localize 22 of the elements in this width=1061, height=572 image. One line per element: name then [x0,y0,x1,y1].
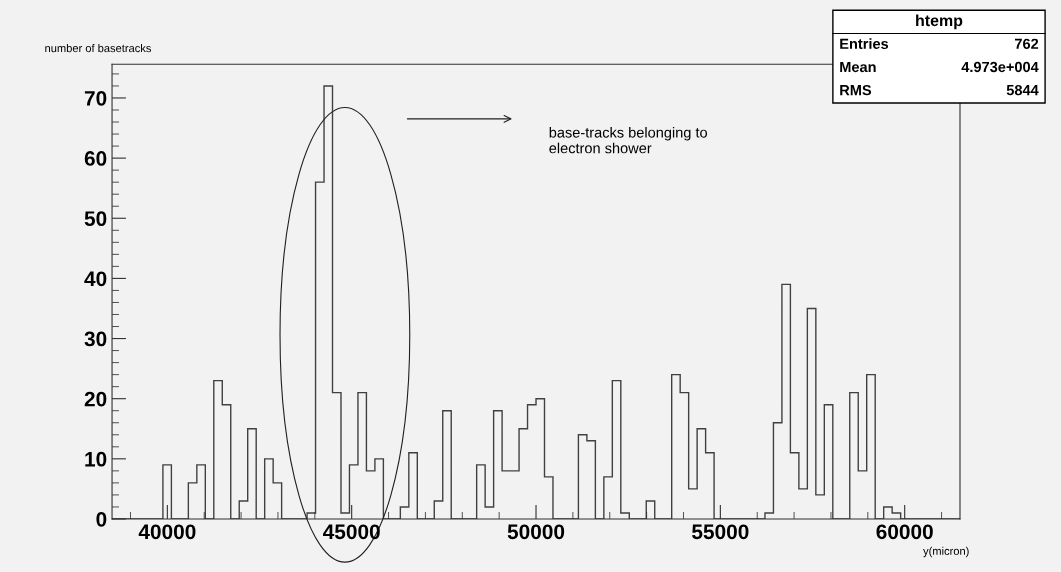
annotation: base-tracks belonging to electron shower [549,126,708,154]
y-tick-label: 10 [85,451,107,467]
annotation: Mean [840,61,876,73]
x-tick-label: 40000 [138,524,196,540]
y-tick-label: 60 [84,151,107,166]
y-tick-label: 20 [84,391,107,407]
text: 5844 [1006,84,1039,96]
x-tick-label: 50000 [507,524,565,540]
y-axis-title: number of basetracks [45,43,151,53]
text: Entries [840,38,889,49]
text: 762 [1015,38,1039,49]
text: 4.973e+004 [961,61,1039,73]
y-tick-label: 70 [84,90,107,106]
x-axis-title: y(micron) [923,546,969,558]
x-tick-label: 60000 [876,524,933,540]
text: htemp [916,14,963,30]
x-tick-label: 55000 [692,524,749,540]
y-tick-label: 30 [84,331,107,347]
y-tick-label: 50 [84,211,107,227]
annotation: RMS [840,84,872,96]
y-tick-label: 40 [84,271,107,287]
y-tick-label: 0 [96,511,107,527]
